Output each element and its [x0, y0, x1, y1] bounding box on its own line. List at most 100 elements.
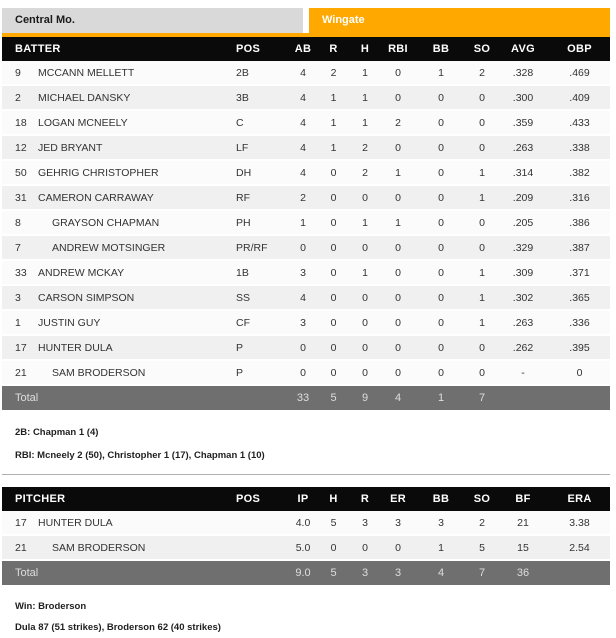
column-header-batter: BATTER	[2, 37, 234, 61]
stat-value: 5	[318, 511, 350, 536]
batting-notes: 2B: Chapman 1 (4) RBI: Mcneely 2 (50), C…	[15, 421, 610, 467]
stat-value: 1	[349, 260, 381, 286]
column-header-so: SO	[467, 37, 497, 61]
stat-value: -	[497, 360, 549, 386]
stat-value: 0	[467, 210, 497, 236]
stat-value: 4	[288, 285, 318, 311]
team-tab-home[interactable]: Wingate	[309, 8, 610, 33]
column-header-er: ER	[381, 487, 416, 511]
stat-value: 0	[381, 535, 416, 561]
stat-value: .395	[549, 335, 610, 361]
box-score-page: Central Mo. Wingate BATTER POS AB R H RB…	[2, 8, 611, 638]
stat-value: .209	[497, 185, 549, 211]
stat-value: 0	[349, 360, 381, 386]
pitching-notes: Win: Broderson Dula 87 (51 strikes), Bro…	[15, 596, 610, 638]
note-win: Win: Broderson	[15, 601, 87, 612]
stat-value: 0	[415, 110, 467, 136]
stat-value: .316	[549, 185, 610, 211]
stat-value: 21	[497, 511, 550, 536]
stat-value: 0	[467, 135, 497, 161]
stat-value: 2	[467, 61, 497, 86]
column-header-h: H	[318, 487, 350, 511]
stat-value: 0	[349, 185, 381, 211]
stat-value: 0	[318, 360, 349, 386]
stat-value: 2	[349, 135, 381, 161]
stat-value: 0	[349, 235, 381, 261]
stat-value: 1	[349, 210, 381, 236]
position: SS	[234, 285, 288, 311]
stat-value: 0	[467, 110, 497, 136]
position: CF	[234, 310, 288, 336]
stat-value: .205	[497, 210, 549, 236]
jersey-number: 18	[2, 110, 38, 136]
stat-value: .336	[549, 310, 610, 336]
position: 3B	[234, 85, 288, 111]
stat-value: 0	[381, 235, 415, 261]
jersey-number: 33	[2, 260, 38, 286]
jersey-number: 21	[2, 360, 38, 386]
stat-value: 4	[288, 135, 318, 161]
player-name: JED BRYANT	[38, 135, 234, 161]
total-r: 3	[349, 560, 382, 585]
table-row: 50 GEHRIG CHRISTOPHER DH 4 0 2 1 0 1.314.382	[2, 160, 610, 186]
stat-value: 0	[318, 235, 349, 261]
column-header-rbi: RBI	[381, 37, 415, 61]
total-ip: 9.0	[288, 560, 319, 585]
pitching-table: PITCHER POS IP H R ER BB SO BF ERA 17 HUN…	[2, 487, 611, 585]
stat-value: 1	[467, 260, 497, 286]
stat-value: 0	[318, 210, 349, 236]
stat-value: 1	[381, 160, 415, 186]
player-name: ANDREW MCKAY	[38, 260, 234, 286]
column-header-ip: IP	[288, 487, 319, 511]
total-obp	[549, 385, 610, 410]
stat-value: 1	[467, 185, 497, 211]
position: PH	[234, 210, 288, 236]
player-name: HUNTER DULA	[38, 335, 234, 361]
position: DH	[234, 160, 288, 186]
stat-value: 0	[318, 185, 349, 211]
table-row: 17 HUNTER DULA P 0 0 0 0 0 0.262.395	[2, 335, 610, 361]
stat-value: 0	[467, 335, 497, 361]
position: C	[234, 110, 288, 136]
jersey-number: 9	[2, 61, 38, 86]
position: LF	[234, 135, 288, 161]
stat-value: 0	[415, 335, 467, 361]
column-header-bb: BB	[415, 37, 467, 61]
table-row: 3 CARSON SIMPSON SS 4 0 0 0 0 1.302.365	[2, 285, 610, 311]
note-doubles: 2B: Chapman 1 (4)	[15, 427, 99, 438]
batting-table: BATTER POS AB R H RBI BB SO AVG OBP 9 MCC…	[2, 37, 610, 410]
stat-value: .409	[549, 85, 610, 111]
stat-value: 4	[288, 110, 318, 136]
stat-value: .359	[497, 110, 549, 136]
stat-value: 0	[381, 260, 415, 286]
stat-value: 1	[288, 210, 318, 236]
table-row: 1 JUSTIN GUY CF 3 0 0 0 0 1.263.336	[2, 310, 610, 336]
position: RF	[234, 185, 288, 211]
batting-total-row: Total 33 5 9 4 1 7	[2, 385, 610, 410]
stat-value: 0	[415, 135, 467, 161]
total-h: 5	[318, 560, 350, 585]
stat-value: 0	[467, 85, 497, 111]
stat-value: 0	[415, 210, 467, 236]
stat-value: 0	[381, 335, 415, 361]
position: P	[234, 335, 288, 361]
position	[234, 511, 289, 536]
player-name: HUNTER DULA	[38, 511, 235, 536]
stat-value: 0	[415, 360, 467, 386]
stat-value: .263	[497, 135, 549, 161]
column-header-pos: POS	[234, 487, 289, 511]
stat-value: .365	[549, 285, 610, 311]
stat-value: 0	[415, 85, 467, 111]
position: 2B	[234, 61, 288, 86]
player-name: JUSTIN GUY	[38, 310, 234, 336]
team-tab-away[interactable]: Central Mo.	[2, 8, 303, 33]
stat-value: 1	[318, 110, 349, 136]
stat-value: 0	[381, 185, 415, 211]
section-divider	[2, 474, 610, 475]
stat-value: 0	[415, 285, 467, 311]
table-row: 9 MCCANN MELLETT 2B 4 2 1 0 1 2.328.469	[2, 61, 610, 86]
stat-value: .309	[497, 260, 549, 286]
player-name: CAMERON CARRAWAY	[38, 185, 234, 211]
stat-value: 5.0	[288, 535, 319, 561]
stat-value: 0	[288, 360, 318, 386]
